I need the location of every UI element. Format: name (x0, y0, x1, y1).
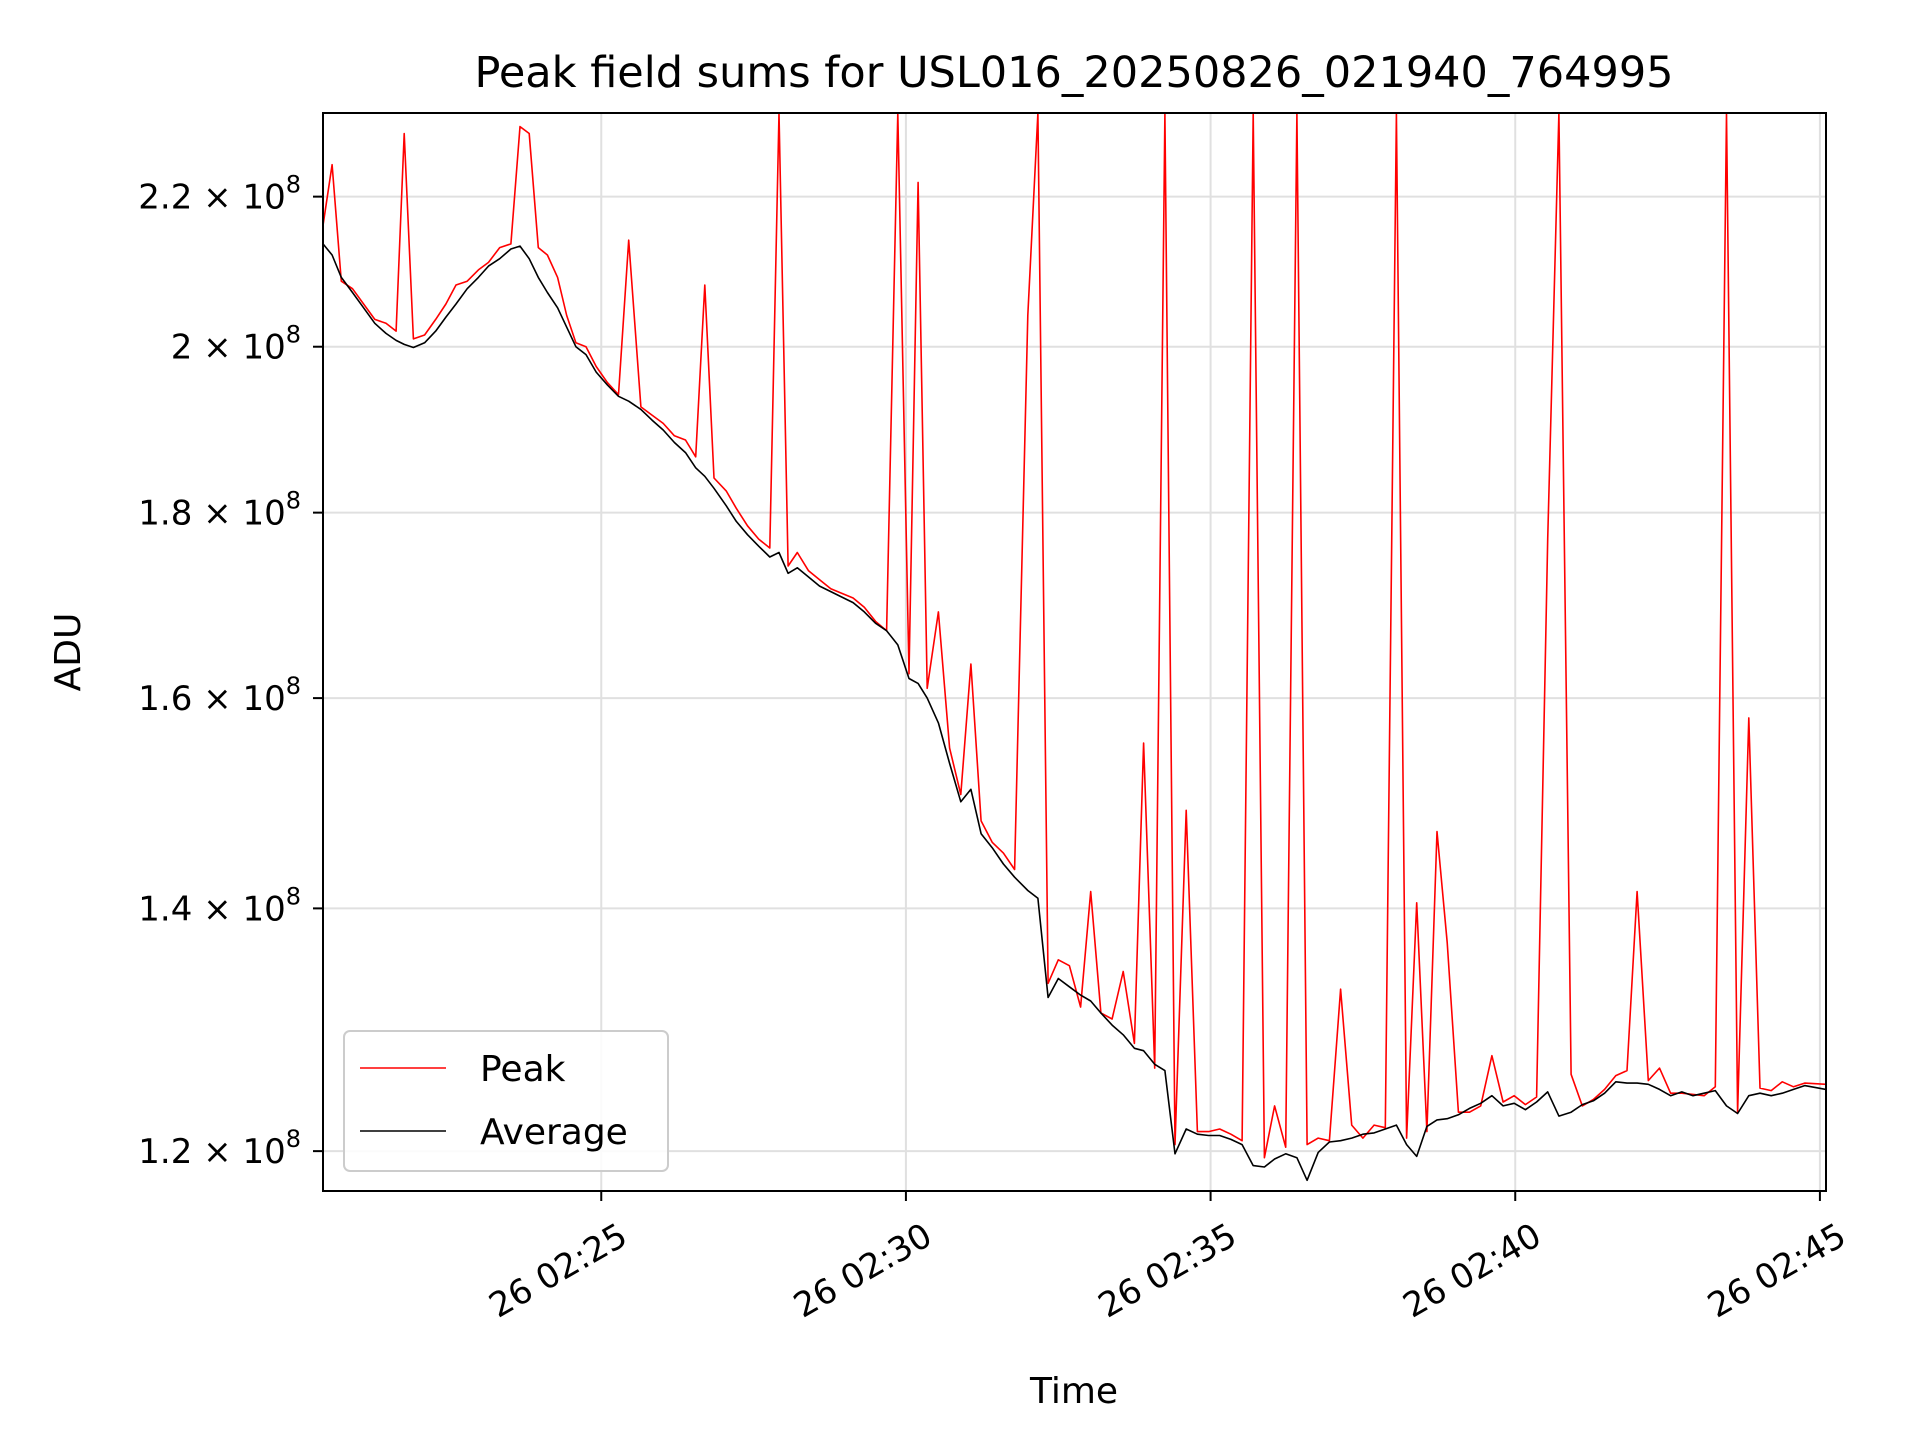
plot-area-frame (322, 112, 1827, 1192)
legend-box (343, 1030, 669, 1172)
y-tick-label: 1.8 × 108 (138, 487, 301, 534)
y-tick-label: 1.4 × 108 (138, 882, 301, 929)
y-tick-label: 1.2 × 108 (138, 1125, 301, 1172)
y-axis: 1.2 × 108 1.4 × 108 1.6 × 108 1.8 × 108 2 × … (138, 171, 323, 1172)
series-layer (323, 113, 1826, 1182)
x-axis-label: Time (1029, 1371, 1118, 1412)
legend-label-peak: Peak (480, 1049, 566, 1090)
y-tick-label: 2 × 108 (171, 321, 301, 368)
chart-title: Peak field sums for USL016_20250826_0219… (474, 48, 1673, 98)
series-line-average (323, 243, 1826, 1182)
legend-label-average: Average (480, 1112, 628, 1153)
legend: Peak Average (343, 1030, 669, 1172)
y-tick-label: 1.6 × 108 (138, 672, 301, 719)
series-line-peak (323, 113, 1826, 1159)
y-tick-label: 2.2 × 108 (138, 171, 301, 218)
y-axis-label: ADU (48, 613, 89, 692)
